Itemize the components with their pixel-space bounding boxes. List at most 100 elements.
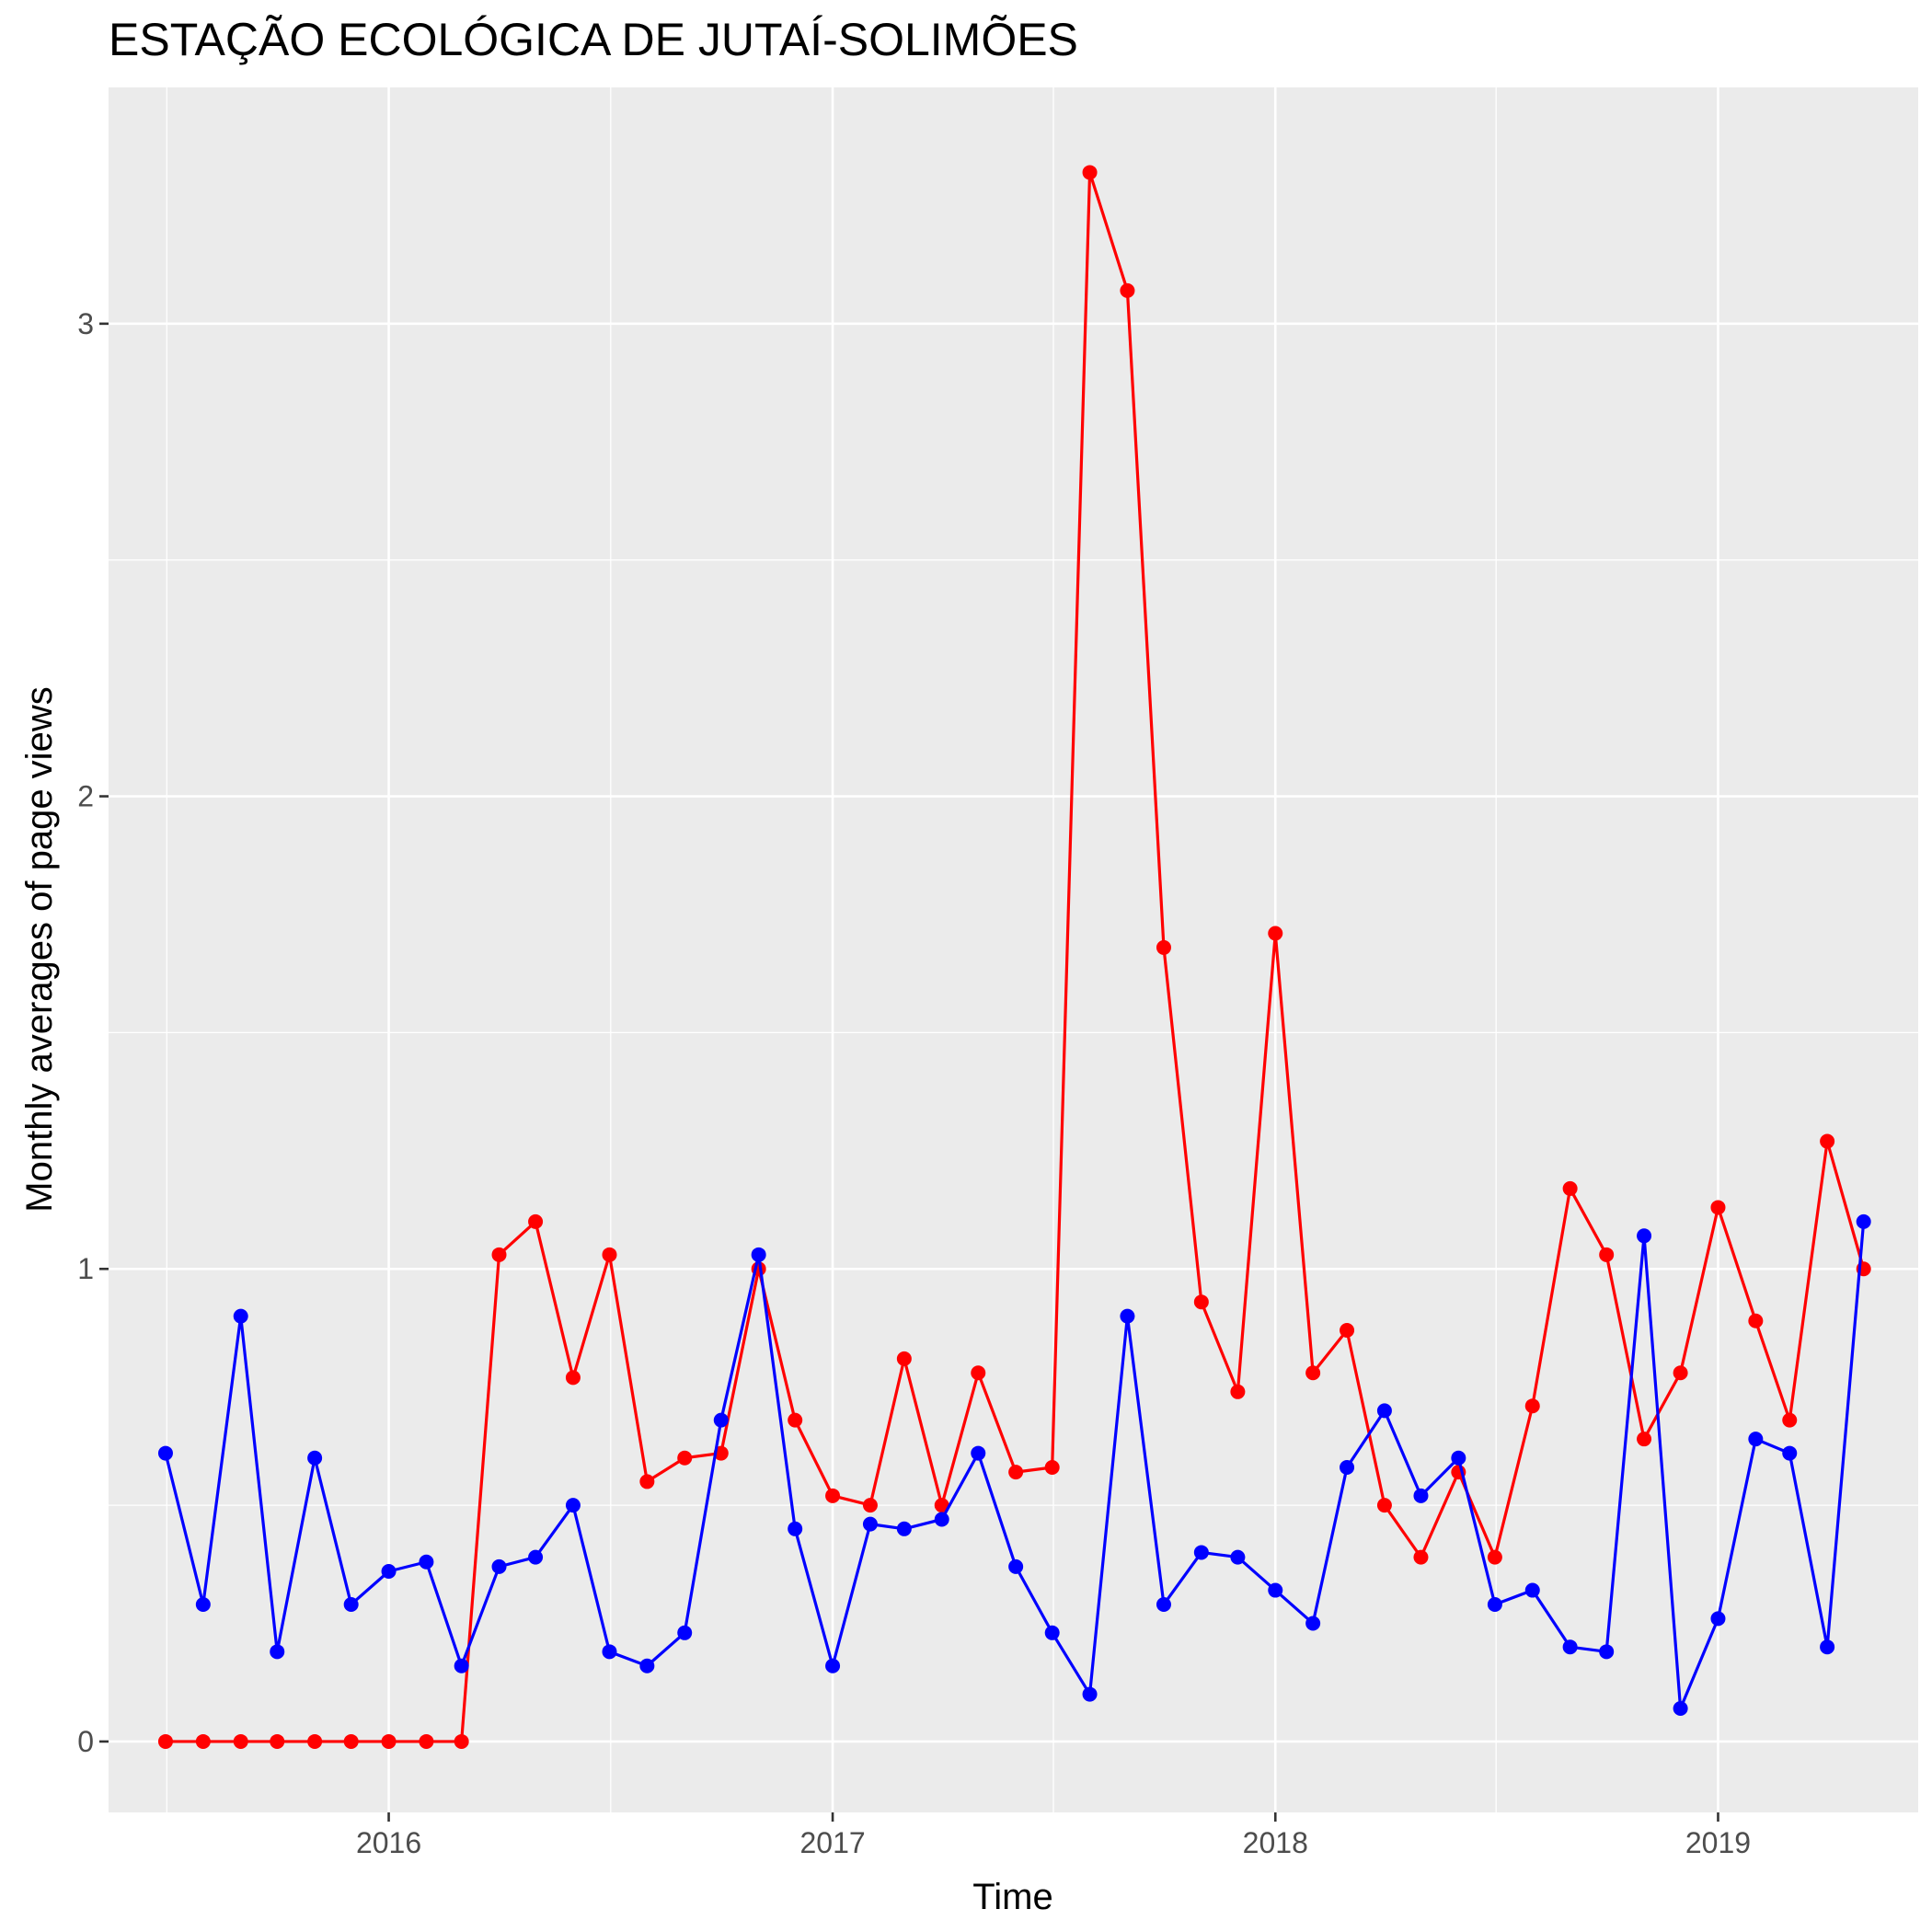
y-tick-label: 0 xyxy=(77,1725,94,1758)
data-point xyxy=(343,1596,359,1612)
data-point xyxy=(1230,1549,1246,1565)
data-point xyxy=(934,1512,949,1527)
data-point xyxy=(1710,1200,1726,1215)
data-point xyxy=(1082,1686,1098,1702)
data-point xyxy=(1193,1545,1209,1560)
data-point xyxy=(491,1558,507,1574)
data-point xyxy=(419,1733,434,1749)
data-point xyxy=(1156,1596,1171,1612)
data-point xyxy=(825,1488,841,1503)
data-point xyxy=(1451,1450,1466,1466)
data-point xyxy=(343,1733,359,1749)
data-point xyxy=(1340,1323,1355,1339)
data-point xyxy=(896,1351,912,1366)
data-point xyxy=(528,1213,544,1229)
data-point xyxy=(1599,1644,1615,1660)
data-point xyxy=(934,1498,949,1513)
data-point xyxy=(1376,1498,1392,1513)
data-point xyxy=(862,1498,878,1513)
data-point xyxy=(1008,1465,1024,1480)
data-point xyxy=(1082,165,1098,180)
x-tick-label: 2018 xyxy=(1243,1826,1308,1859)
data-point xyxy=(454,1733,469,1749)
data-point xyxy=(1376,1403,1392,1419)
y-axis-title: Monthly averages of page views xyxy=(19,686,60,1212)
data-point xyxy=(788,1521,803,1536)
data-point xyxy=(1637,1432,1652,1447)
data-point xyxy=(862,1516,878,1532)
data-point xyxy=(1044,1625,1060,1640)
data-point xyxy=(1820,1639,1835,1655)
data-point xyxy=(1637,1228,1652,1244)
data-point xyxy=(270,1733,285,1749)
data-point xyxy=(896,1521,912,1536)
data-point xyxy=(1748,1313,1764,1328)
minor-gridlines xyxy=(109,87,1918,1812)
data-point xyxy=(713,1412,729,1428)
data-point xyxy=(565,1370,581,1386)
data-point xyxy=(1673,1700,1688,1716)
data-point xyxy=(1120,1308,1135,1324)
y-tick-label: 3 xyxy=(77,307,94,340)
data-point xyxy=(454,1658,469,1673)
data-point xyxy=(381,1733,397,1749)
data-point xyxy=(1193,1294,1209,1310)
y-axis: 0 1 2 3 xyxy=(77,307,109,1758)
x-tick-label: 2017 xyxy=(799,1826,865,1859)
data-point xyxy=(602,1247,617,1262)
data-point xyxy=(1487,1549,1502,1565)
data-point xyxy=(528,1549,544,1565)
data-point xyxy=(419,1554,434,1570)
data-point xyxy=(270,1644,285,1660)
data-point xyxy=(1413,1549,1429,1565)
data-point xyxy=(1782,1445,1798,1461)
data-point xyxy=(307,1450,323,1466)
data-point xyxy=(639,1474,655,1489)
x-tick-label: 2019 xyxy=(1685,1826,1751,1859)
data-point xyxy=(677,1625,693,1640)
data-point xyxy=(1413,1488,1429,1503)
data-point xyxy=(1305,1365,1321,1381)
data-point xyxy=(233,1733,248,1749)
x-axis-title: Time xyxy=(972,1877,1052,1917)
data-point xyxy=(1710,1611,1726,1627)
plot-panel xyxy=(109,87,1918,1812)
data-point xyxy=(381,1564,397,1580)
data-point xyxy=(1782,1412,1798,1428)
y-tick-label: 2 xyxy=(77,780,94,813)
data-point xyxy=(565,1498,581,1513)
data-point xyxy=(157,1733,173,1749)
data-point xyxy=(788,1412,803,1428)
chart-title: ESTAÇÃO ECOLÓGICA DE JUTAÍ-SOLIMÕES xyxy=(109,14,1078,65)
data-point xyxy=(677,1450,693,1466)
data-point xyxy=(1524,1398,1540,1414)
data-point xyxy=(157,1445,173,1461)
series-2 xyxy=(157,1213,1871,1716)
data-point xyxy=(307,1733,323,1749)
data-point xyxy=(1268,1582,1283,1598)
data-point xyxy=(751,1247,766,1262)
data-point xyxy=(1230,1384,1246,1399)
data-point xyxy=(1120,282,1135,298)
data-point xyxy=(1044,1460,1060,1475)
data-point xyxy=(971,1365,986,1381)
data-point xyxy=(1008,1558,1024,1574)
data-point xyxy=(602,1644,617,1660)
data-point xyxy=(1673,1365,1688,1381)
y-tick-label: 1 xyxy=(77,1252,94,1285)
data-point xyxy=(1856,1213,1871,1229)
data-point xyxy=(1748,1432,1764,1447)
series-layer xyxy=(157,165,1871,1749)
data-point xyxy=(1487,1596,1502,1612)
x-axis: 2016 2017 2018 2019 xyxy=(356,1812,1751,1859)
data-point xyxy=(491,1247,507,1262)
x-tick-label: 2016 xyxy=(356,1826,421,1859)
data-point xyxy=(1340,1460,1355,1475)
data-point xyxy=(1599,1247,1615,1262)
data-point xyxy=(1562,1180,1578,1196)
data-point xyxy=(971,1445,986,1461)
data-point xyxy=(1820,1133,1835,1149)
data-point xyxy=(825,1658,841,1673)
data-point xyxy=(195,1733,211,1749)
